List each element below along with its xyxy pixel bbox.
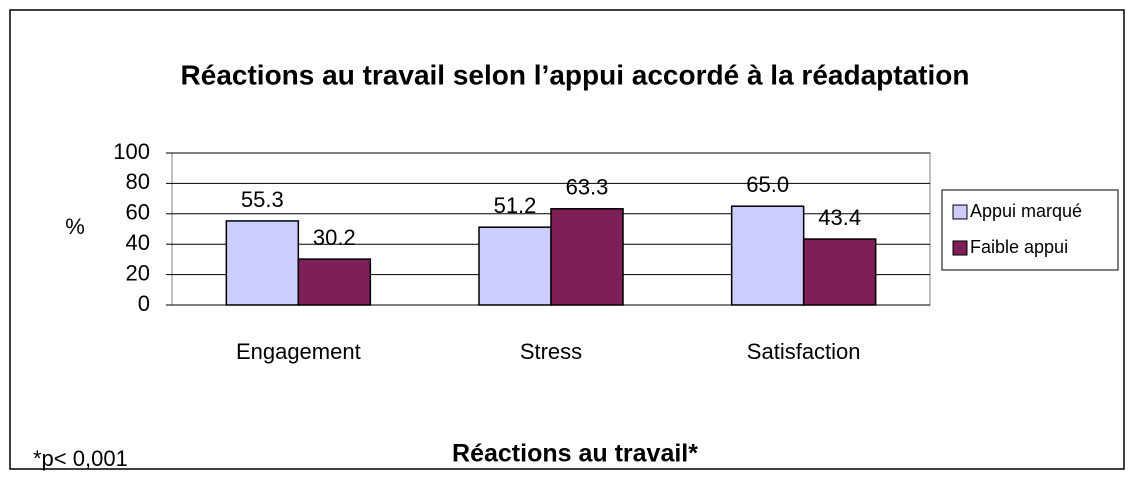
value-label: 43.4 [818, 205, 861, 230]
value-label: 63.3 [566, 175, 609, 200]
value-label: 65.0 [746, 172, 789, 197]
y-tick-label: 0 [138, 291, 150, 316]
legend-label: Appui marqué [970, 201, 1082, 221]
y-tick-label: 60 [126, 200, 150, 225]
x-tick-label: Stress [520, 339, 582, 364]
bar [478, 226, 552, 306]
value-label: 30.2 [313, 225, 356, 250]
bar [550, 208, 624, 306]
x-axis-label: Réactions au travail* [452, 440, 698, 468]
legend-label: Faible appui [970, 237, 1068, 257]
bar [297, 258, 372, 306]
y-tick-label: 20 [126, 260, 150, 285]
y-tick-label: 100 [113, 139, 150, 164]
x-tick-label: Engagement [236, 339, 361, 364]
legend-swatch [952, 240, 968, 256]
y-tick-label: 40 [126, 230, 150, 255]
footnote: *p< 0,001 [33, 446, 128, 471]
legend-frame [941, 189, 1119, 271]
bar [730, 205, 805, 306]
bar [225, 220, 300, 306]
y-tick-label: 80 [126, 169, 150, 194]
bar [802, 238, 877, 306]
chart-title: Réactions au travail selon l’appui accor… [181, 59, 970, 90]
value-label: 55.3 [241, 187, 284, 212]
legend-swatch [952, 204, 968, 220]
value-label: 51.2 [494, 193, 537, 218]
y-axis-label: % [65, 214, 85, 239]
x-tick-label: Satisfaction [747, 339, 861, 364]
